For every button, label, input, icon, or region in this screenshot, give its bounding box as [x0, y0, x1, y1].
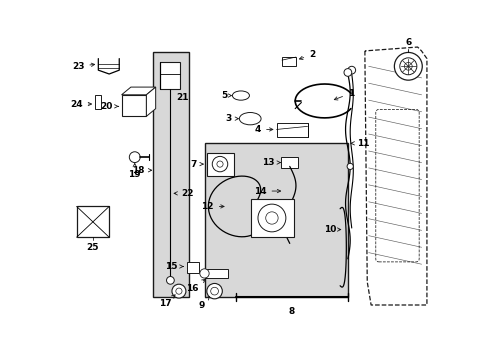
Bar — [204, 269, 227, 278]
Text: 21: 21 — [176, 93, 189, 102]
Text: 22: 22 — [174, 189, 193, 198]
Text: 1: 1 — [334, 89, 353, 100]
Text: 8: 8 — [288, 307, 295, 315]
Bar — [160, 62, 179, 89]
Text: 7: 7 — [190, 159, 203, 168]
Text: 17: 17 — [159, 295, 175, 308]
Circle shape — [217, 161, 223, 167]
Text: 13: 13 — [261, 158, 280, 167]
Circle shape — [166, 276, 174, 284]
Bar — [281, 157, 298, 168]
Bar — [276, 123, 307, 137]
Text: 24: 24 — [70, 99, 91, 108]
Polygon shape — [146, 87, 155, 116]
Text: 18: 18 — [132, 166, 151, 175]
Circle shape — [404, 62, 411, 70]
Ellipse shape — [239, 112, 261, 125]
Circle shape — [265, 212, 278, 224]
Text: 15: 15 — [164, 262, 183, 271]
Circle shape — [129, 152, 140, 163]
Bar — [206, 153, 233, 176]
Text: 12: 12 — [201, 202, 224, 211]
Circle shape — [210, 287, 218, 295]
Text: 23: 23 — [72, 62, 95, 71]
Text: 25: 25 — [86, 243, 99, 252]
Circle shape — [176, 288, 182, 294]
Circle shape — [212, 156, 227, 172]
Text: 5: 5 — [221, 91, 231, 100]
Bar — [77, 206, 109, 237]
Bar — [122, 95, 146, 116]
Circle shape — [172, 284, 185, 298]
Text: 14: 14 — [253, 186, 280, 195]
Text: 16: 16 — [185, 279, 205, 293]
Bar — [250, 199, 293, 237]
Text: 20: 20 — [101, 102, 119, 111]
Text: 11: 11 — [350, 139, 369, 148]
Circle shape — [346, 163, 352, 170]
Bar — [282, 57, 295, 66]
Text: 9: 9 — [198, 296, 209, 310]
Text: 10: 10 — [323, 225, 340, 234]
Bar — [186, 262, 199, 273]
Bar — [204, 143, 347, 297]
Circle shape — [343, 69, 351, 76]
Bar — [152, 53, 189, 297]
Text: 6: 6 — [405, 38, 410, 47]
Ellipse shape — [232, 91, 249, 100]
Text: 4: 4 — [254, 125, 272, 134]
Circle shape — [258, 204, 285, 232]
Circle shape — [200, 269, 209, 278]
Circle shape — [393, 53, 422, 80]
Text: 19: 19 — [128, 163, 141, 179]
Polygon shape — [122, 87, 155, 95]
Text: 2: 2 — [299, 50, 315, 59]
Circle shape — [347, 66, 355, 74]
Circle shape — [399, 58, 416, 75]
Bar — [95, 95, 101, 109]
Text: 3: 3 — [225, 114, 238, 123]
Circle shape — [206, 283, 222, 299]
